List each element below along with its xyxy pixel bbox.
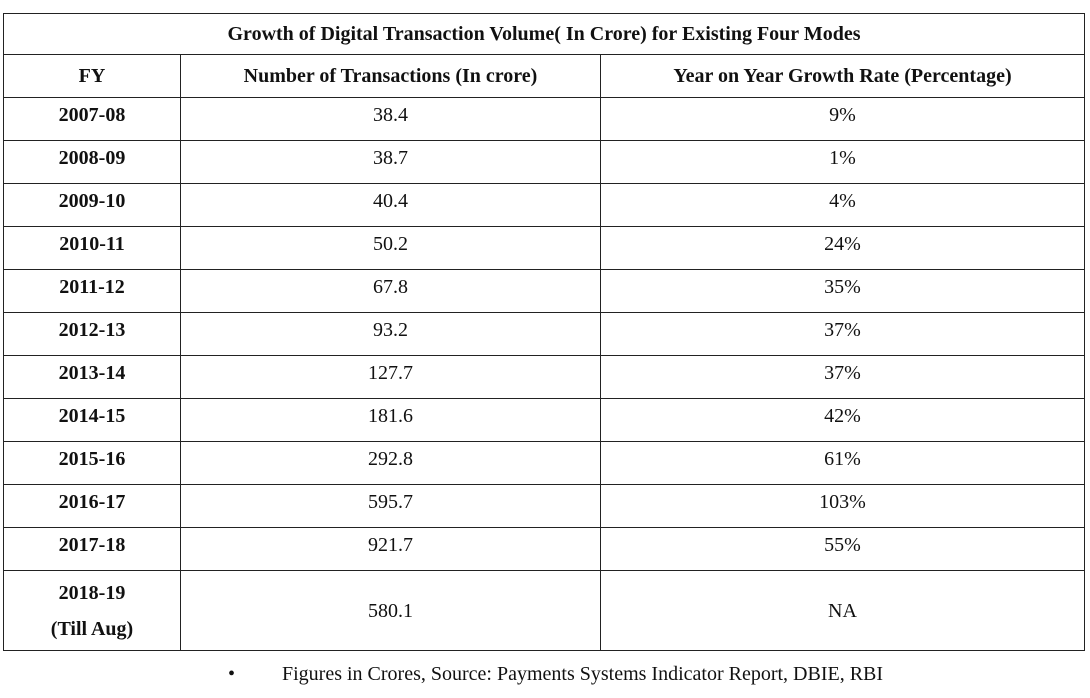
table-row: 2012-13 93.2 37%: [3, 312, 1085, 356]
fy-cell: 2016-17: [3, 484, 181, 528]
growth-cell: NA: [600, 570, 1085, 651]
growth-cell: 103%: [600, 484, 1085, 528]
growth-cell: 55%: [600, 527, 1085, 571]
growth-cell: 4%: [600, 183, 1085, 227]
growth-cell: 37%: [600, 355, 1085, 399]
transactions-cell: 67.8: [180, 269, 601, 313]
fy-cell: 2009-10: [3, 183, 181, 227]
fy-cell: 2011-12: [3, 269, 181, 313]
transactions-cell: 921.7: [180, 527, 601, 571]
table-title: Growth of Digital Transaction Volume( In…: [3, 13, 1085, 55]
growth-cell: 37%: [600, 312, 1085, 356]
header-growth: Year on Year Growth Rate (Percentage): [600, 54, 1085, 98]
header-transactions: Number of Transactions (In crore): [180, 54, 601, 98]
fy-cell: 2008-09: [3, 140, 181, 184]
transactions-cell: 40.4: [180, 183, 601, 227]
growth-cell: 24%: [600, 226, 1085, 270]
table-row: 2016-17 595.7 103%: [3, 484, 1085, 528]
table-row: 2007-08 38.4 9%: [3, 97, 1085, 141]
fy-line2: (Till Aug): [50, 617, 134, 640]
transactions-cell: 595.7: [180, 484, 601, 528]
transactions-cell: 580.1: [180, 570, 601, 651]
fy-cell: 2007-08: [3, 97, 181, 141]
table-row: 2008-09 38.7 1%: [3, 140, 1085, 184]
fy-cell: 2014-15: [3, 398, 181, 442]
fy-line1: 2018-19: [58, 581, 126, 604]
transactions-cell: 292.8: [180, 441, 601, 485]
growth-cell: 9%: [600, 97, 1085, 141]
header-row: FY Number of Transactions (In crore) Yea…: [3, 54, 1085, 98]
table-row: 2013-14 127.7 37%: [3, 355, 1085, 399]
table-row: 2014-15 181.6 42%: [3, 398, 1085, 442]
table-row: 2015-16 292.8 61%: [3, 441, 1085, 485]
growth-cell: 61%: [600, 441, 1085, 485]
transaction-growth-table: Growth of Digital Transaction Volume( In…: [3, 13, 1085, 651]
fy-cell: 2018-19 (Till Aug): [3, 570, 181, 651]
transactions-cell: 127.7: [180, 355, 601, 399]
fy-cell: 2015-16: [3, 441, 181, 485]
table-row: 2011-12 67.8 35%: [3, 269, 1085, 313]
bullet-icon: •: [228, 663, 236, 685]
growth-cell: 42%: [600, 398, 1085, 442]
transactions-cell: 38.4: [180, 97, 601, 141]
table-row: 2017-18 921.7 55%: [3, 527, 1085, 571]
header-fy: FY: [3, 54, 181, 98]
fy-cell: 2012-13: [3, 312, 181, 356]
fy-cell: 2017-18: [3, 527, 181, 571]
source-note: • Figures in Crores, Source: Payments Sys…: [228, 662, 883, 686]
transactions-cell: 181.6: [180, 398, 601, 442]
fy-cell: 2013-14: [3, 355, 181, 399]
note-text: Figures in Crores, Source: Payments Syst…: [282, 663, 884, 685]
transactions-cell: 50.2: [180, 226, 601, 270]
growth-cell: 1%: [600, 140, 1085, 184]
transactions-cell: 38.7: [180, 140, 601, 184]
transactions-cell: 93.2: [180, 312, 601, 356]
table-row: 2018-19 (Till Aug) 580.1 NA: [3, 570, 1085, 651]
growth-cell: 35%: [600, 269, 1085, 313]
table-row: 2009-10 40.4 4%: [3, 183, 1085, 227]
table-row: 2010-11 50.2 24%: [3, 226, 1085, 270]
fy-cell: 2010-11: [3, 226, 181, 270]
